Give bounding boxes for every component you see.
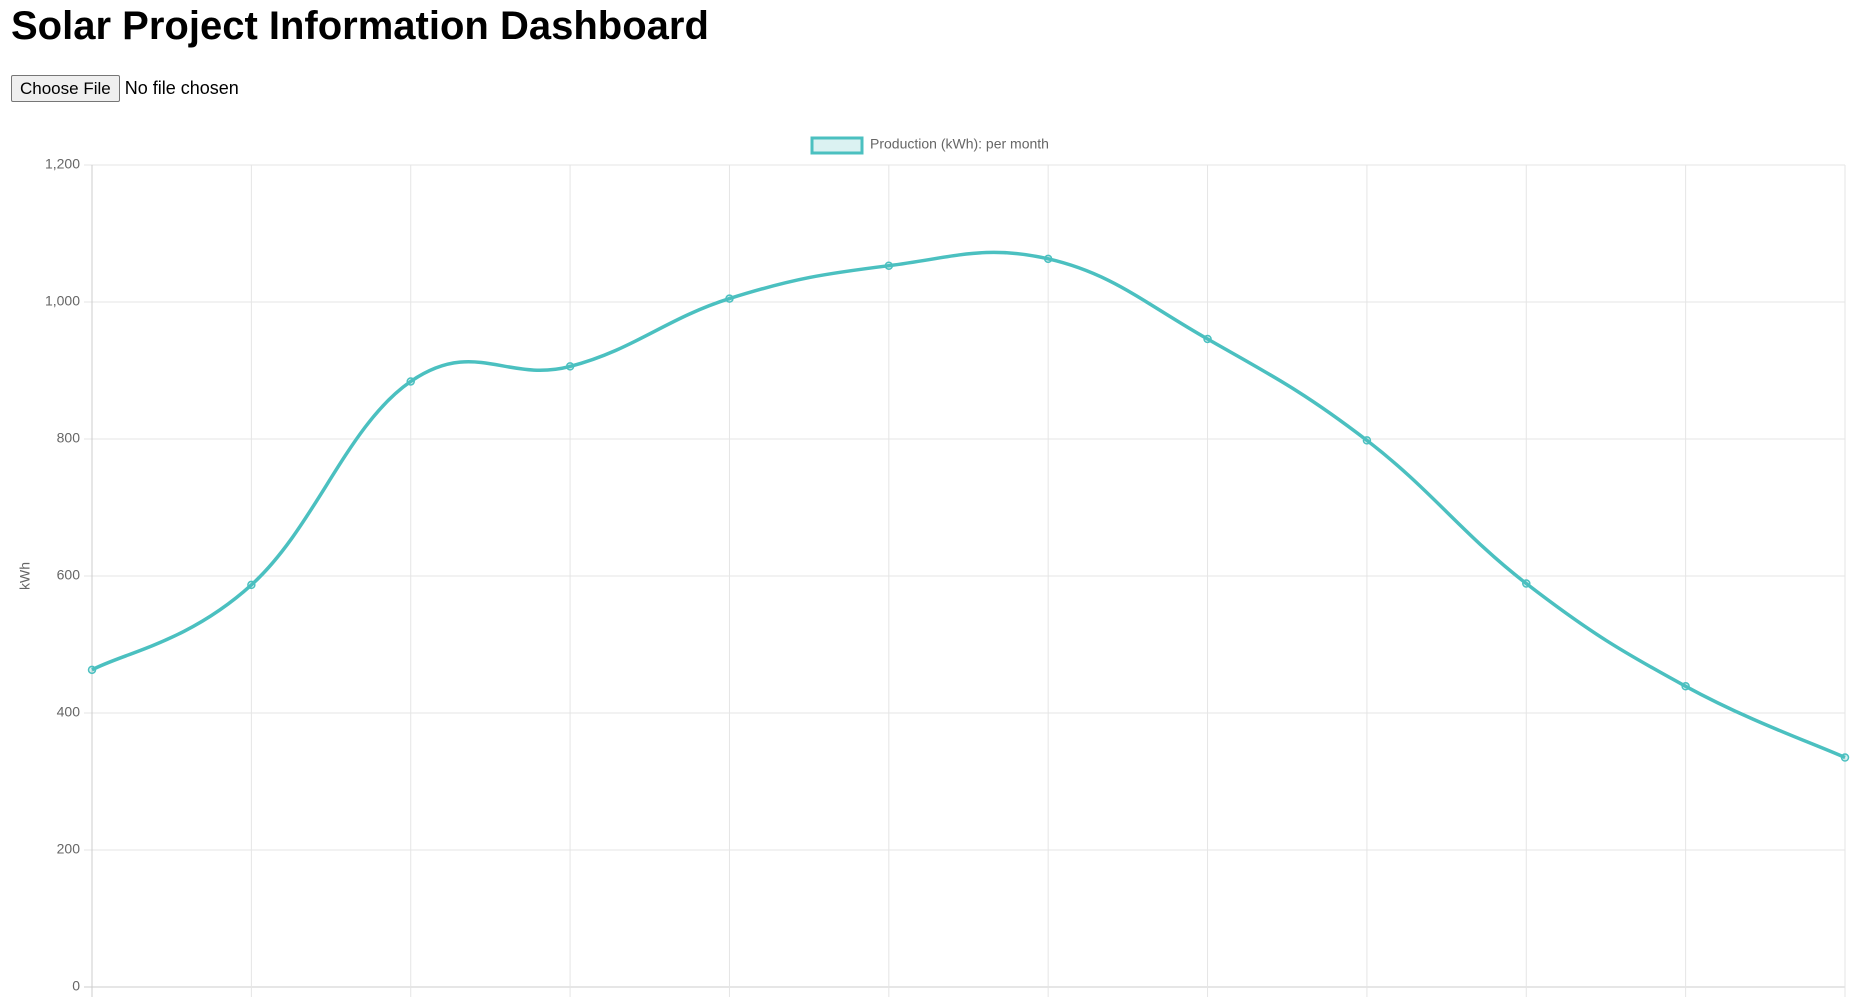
- data-point: [1840, 753, 1850, 762]
- legend-swatch: [810, 136, 864, 155]
- y-tick-label: 800: [57, 430, 81, 446]
- y-tick-label: 600: [57, 567, 81, 583]
- y-axis-label: kWh: [17, 562, 33, 590]
- series-line: [91, 250, 1846, 760]
- data-point: [884, 261, 894, 270]
- y-tick-label: 1,200: [45, 156, 80, 172]
- data-point: [247, 580, 256, 590]
- y-tick-label: 200: [57, 841, 81, 857]
- data-point: [1043, 254, 1053, 264]
- data-point: [1522, 579, 1531, 588]
- y-tick-label: 1,000: [45, 293, 80, 309]
- data-point: [406, 377, 415, 386]
- choose-file-button[interactable]: Choose File: [11, 75, 120, 102]
- data-point: [1681, 682, 1690, 691]
- data-point: [725, 294, 734, 303]
- legend-label: Production (kWh): per month: [870, 136, 1049, 152]
- data-point: [87, 665, 97, 675]
- data-point: [1203, 334, 1212, 344]
- data-point: [565, 362, 575, 371]
- file-input: Choose File No file chosen: [11, 75, 239, 102]
- y-tick-label: 0: [72, 978, 80, 994]
- data-point: [1362, 436, 1372, 445]
- page-title: Solar Project Information Dashboard: [11, 4, 709, 48]
- file-status: No file chosen: [124, 78, 239, 98]
- y-tick-label: 400: [57, 704, 81, 720]
